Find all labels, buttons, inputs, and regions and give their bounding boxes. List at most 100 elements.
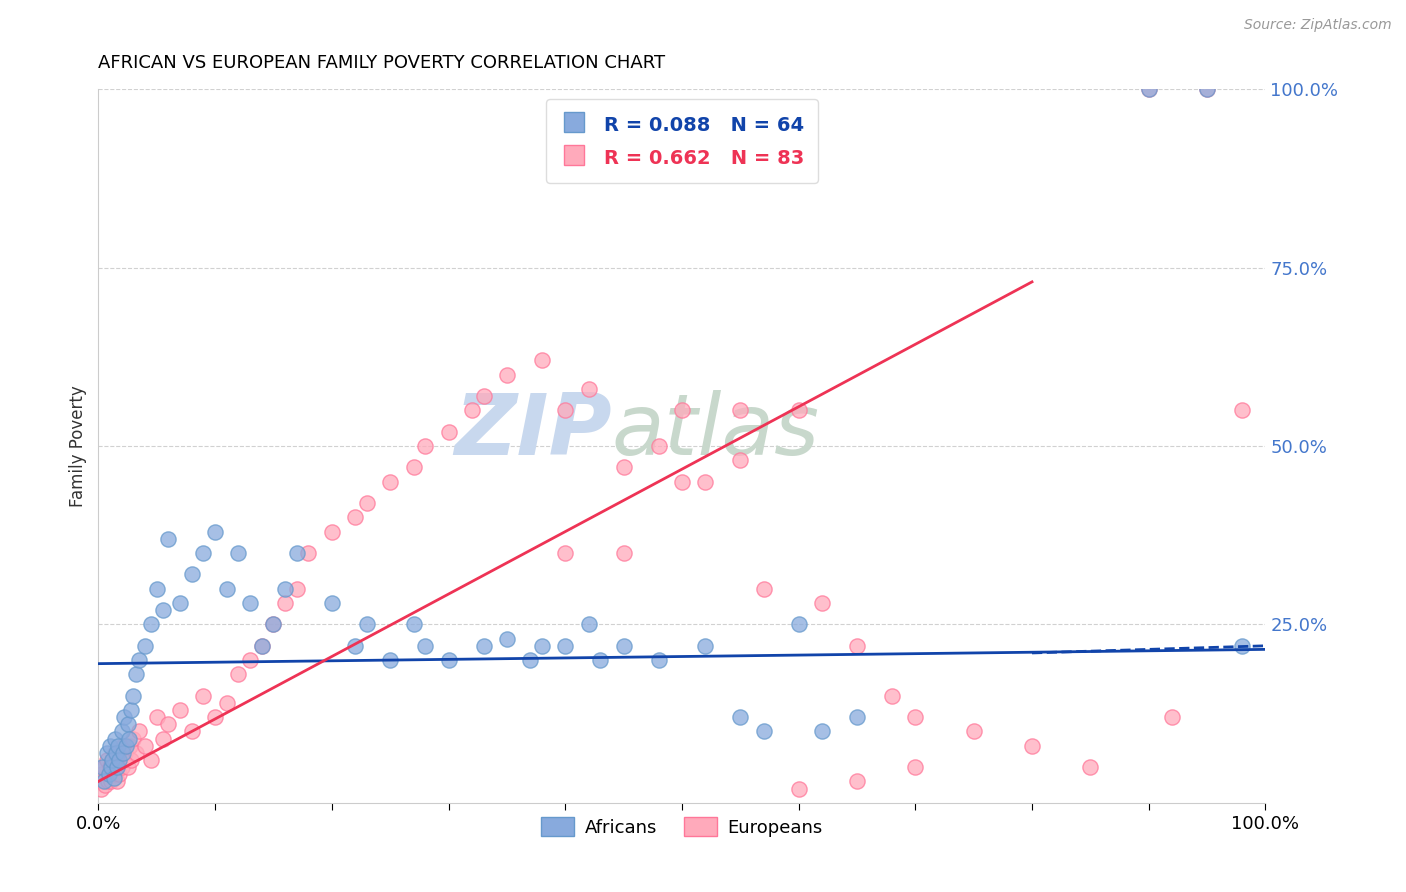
Point [93, 774, 115, 789]
Point [94, 778, 117, 792]
Point [111, 739, 134, 753]
Point [97, 767, 120, 781]
Point [157, 532, 180, 546]
Point [496, 632, 519, 646]
Point [962, 724, 984, 739]
Text: atlas: atlas [612, 390, 820, 474]
Point [100, 760, 122, 774]
Point [530, 639, 553, 653]
Point [110, 746, 132, 760]
Point [612, 639, 634, 653]
Point [104, 746, 127, 760]
Point [100, 774, 122, 789]
Point [118, 731, 141, 746]
Point [846, 639, 869, 653]
Point [554, 403, 576, 417]
Y-axis label: Family Poverty: Family Poverty [69, 385, 87, 507]
Point [437, 653, 460, 667]
Point [880, 689, 903, 703]
Point [695, 639, 717, 653]
Point [589, 653, 612, 667]
Point [344, 510, 367, 524]
Point [1230, 639, 1253, 653]
Point [169, 596, 191, 610]
Point [112, 753, 135, 767]
Point [228, 546, 250, 560]
Point [117, 760, 139, 774]
Point [104, 731, 127, 746]
Point [297, 546, 319, 560]
Point [134, 639, 156, 653]
Point [98, 739, 121, 753]
Point [90, 760, 112, 774]
Point [647, 653, 669, 667]
Point [612, 460, 634, 475]
Point [146, 582, 169, 596]
Point [139, 617, 162, 632]
Point [103, 767, 125, 781]
Point [180, 724, 202, 739]
Point [215, 696, 238, 710]
Point [250, 639, 273, 653]
Point [120, 703, 142, 717]
Point [380, 653, 402, 667]
Point [120, 753, 142, 767]
Point [437, 425, 460, 439]
Text: ZIP: ZIP [454, 390, 612, 474]
Point [402, 617, 425, 632]
Point [578, 617, 600, 632]
Point [228, 667, 250, 681]
Point [752, 582, 775, 596]
Point [111, 760, 134, 774]
Point [101, 753, 124, 767]
Point [108, 753, 131, 767]
Point [239, 653, 262, 667]
Point [730, 710, 752, 724]
Point [262, 617, 284, 632]
Point [262, 617, 284, 632]
Point [139, 753, 162, 767]
Point [180, 567, 202, 582]
Point [134, 739, 156, 753]
Point [846, 774, 869, 789]
Point [1161, 710, 1184, 724]
Point [530, 353, 553, 368]
Point [103, 771, 125, 785]
Point [671, 475, 693, 489]
Point [115, 739, 138, 753]
Point [671, 403, 693, 417]
Point [904, 760, 927, 774]
Point [1197, 82, 1219, 96]
Point [578, 382, 600, 396]
Point [111, 746, 134, 760]
Point [496, 368, 519, 382]
Point [402, 460, 425, 475]
Point [146, 710, 169, 724]
Point [461, 403, 484, 417]
Point [157, 717, 180, 731]
Point [101, 753, 124, 767]
Point [204, 524, 226, 539]
Point [152, 731, 174, 746]
Point [344, 639, 367, 653]
Point [193, 546, 215, 560]
Legend: Africans, Europeans: Africans, Europeans [534, 810, 830, 844]
Point [519, 653, 541, 667]
Point [1230, 403, 1253, 417]
Point [96, 753, 118, 767]
Point [1137, 82, 1160, 96]
Point [204, 710, 226, 724]
Point [730, 453, 752, 467]
Point [321, 596, 343, 610]
Point [554, 546, 576, 560]
Point [787, 781, 810, 796]
Point [554, 639, 576, 653]
Point [811, 596, 834, 610]
Point [612, 546, 634, 560]
Point [105, 774, 128, 789]
Point [97, 767, 120, 781]
Point [118, 739, 141, 753]
Point [125, 667, 148, 681]
Point [1197, 82, 1219, 96]
Point [787, 403, 810, 417]
